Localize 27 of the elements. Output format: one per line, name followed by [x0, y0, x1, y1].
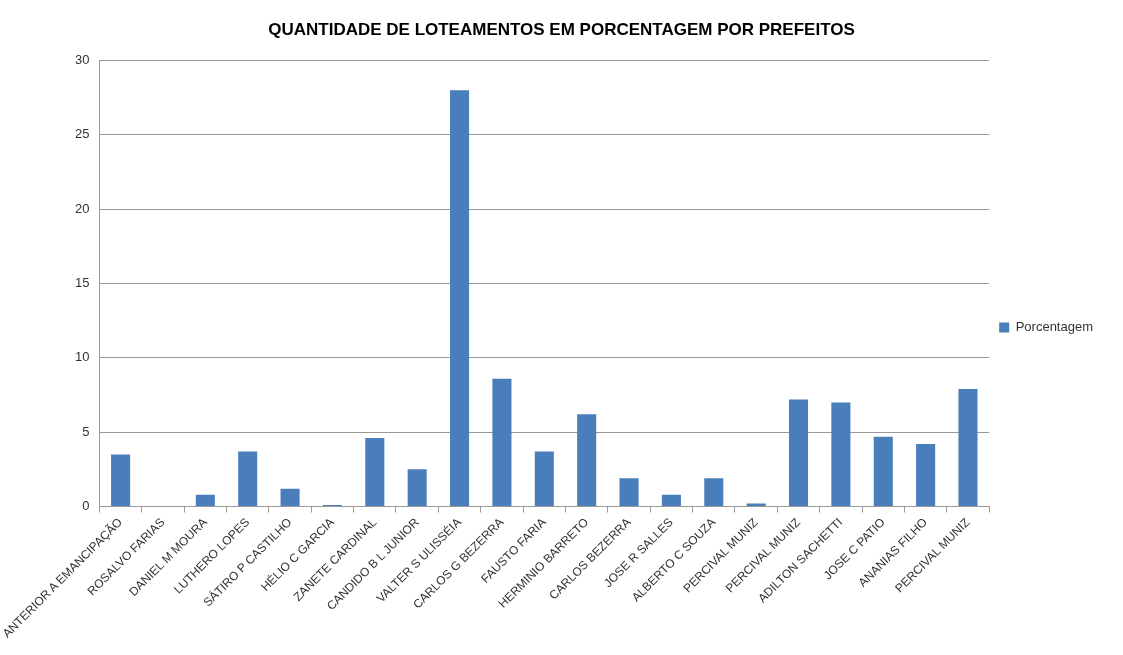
bar — [238, 451, 258, 507]
bar — [492, 378, 512, 507]
bar — [958, 389, 978, 507]
y-tick-label: 25 — [74, 126, 90, 142]
bar — [407, 469, 427, 507]
y-tick-label: 20 — [74, 200, 90, 216]
y-tick-label: 30 — [74, 51, 90, 67]
y-tick-label: 15 — [74, 275, 90, 291]
bar — [704, 478, 724, 507]
bar — [534, 451, 554, 507]
y-tick-label: 5 — [82, 423, 90, 439]
bar — [788, 399, 809, 507]
bar — [280, 488, 300, 507]
bar — [111, 454, 131, 507]
bar — [619, 478, 639, 507]
bar — [661, 494, 681, 507]
legend-label: Porcentagem — [1015, 319, 1094, 335]
bar — [577, 414, 597, 507]
bar — [195, 494, 215, 507]
bar — [450, 90, 470, 507]
bar — [916, 444, 936, 507]
chart-title: QUANTIDADE DE LOTEAMENTOS EM PORCENTAGEM POR PREFEITOS — [268, 19, 855, 39]
bar — [831, 402, 851, 507]
y-tick-label: 10 — [74, 349, 90, 365]
y-tick-label: 0 — [82, 498, 90, 514]
bar — [365, 438, 385, 507]
bar — [873, 436, 893, 507]
